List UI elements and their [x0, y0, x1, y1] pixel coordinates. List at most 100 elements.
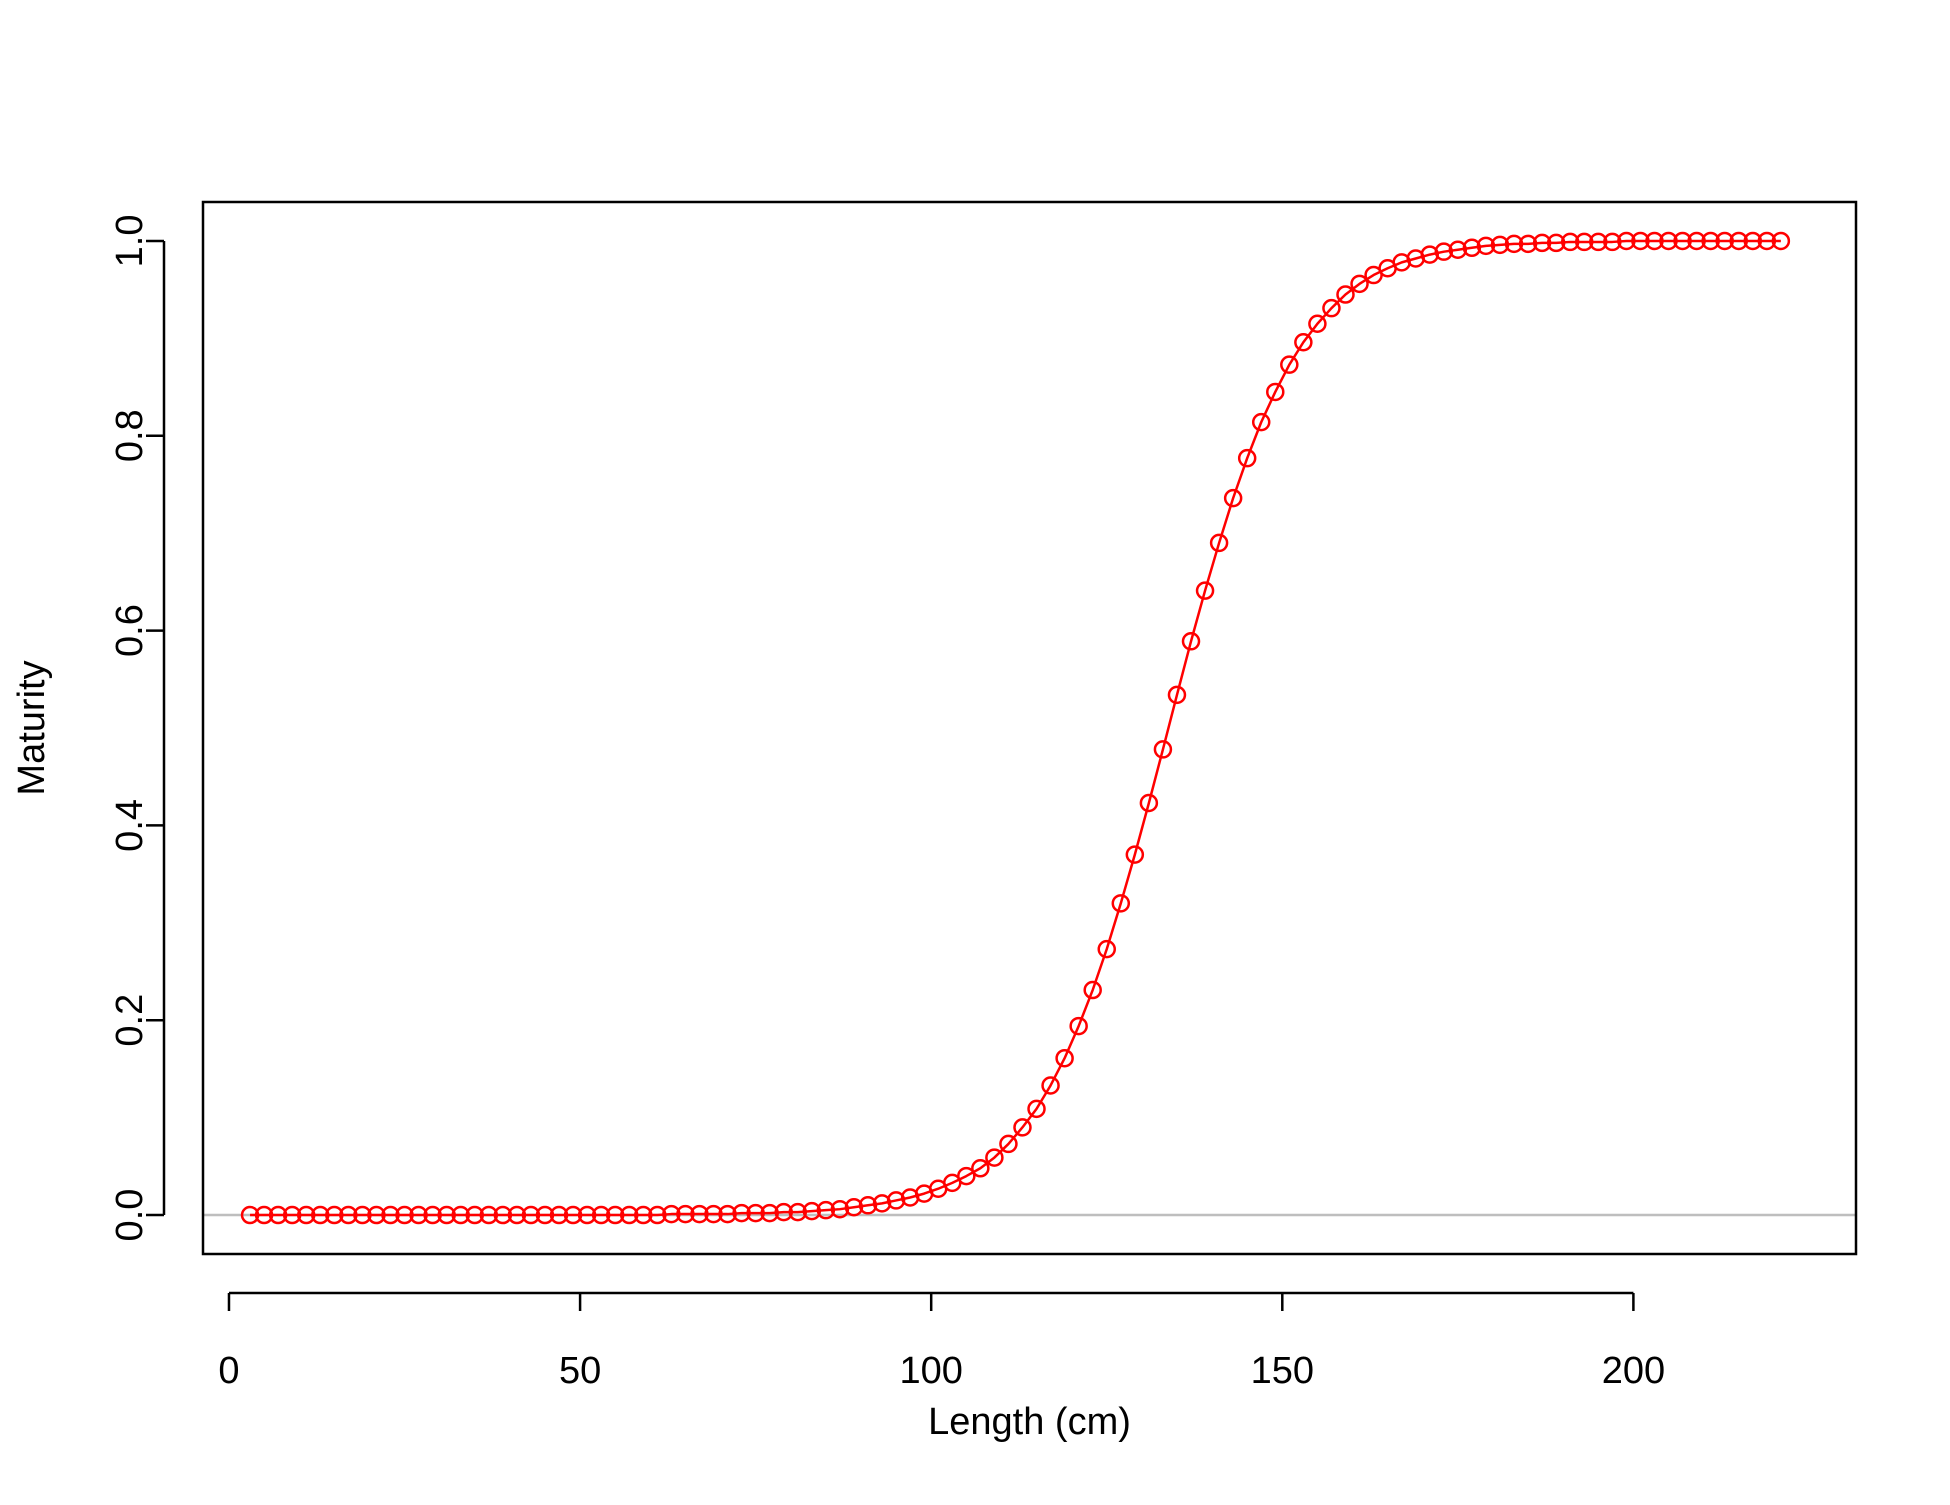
data-point	[1771, 231, 1791, 251]
data-point	[1111, 894, 1131, 913]
data-point	[521, 1205, 541, 1225]
data-point	[844, 1197, 864, 1217]
data-point	[1589, 232, 1608, 252]
data-point	[1743, 231, 1763, 251]
data-point	[760, 1203, 779, 1223]
data-point	[718, 1204, 737, 1224]
data-point	[535, 1205, 555, 1225]
data-point	[339, 1205, 358, 1225]
data-point	[1659, 231, 1678, 251]
data-point	[1294, 333, 1313, 352]
data-point	[296, 1205, 316, 1225]
x-axis-label: Length (cm)	[928, 1401, 1131, 1443]
data-point	[1603, 232, 1622, 252]
data-point	[1027, 1099, 1046, 1119]
data-point	[802, 1201, 822, 1221]
data-point	[1350, 274, 1369, 294]
data-point	[1251, 412, 1271, 432]
data-point	[409, 1205, 428, 1225]
data-point	[451, 1205, 470, 1225]
data-point	[872, 1194, 892, 1213]
data-point	[1420, 245, 1440, 264]
data-point	[493, 1205, 513, 1225]
x-tick-label: 150	[1251, 1350, 1314, 1392]
data-point	[1181, 632, 1201, 651]
data-point	[367, 1205, 386, 1225]
data-point	[325, 1205, 344, 1225]
y-axis-label: Maturity	[11, 660, 53, 795]
data-point	[1195, 581, 1215, 600]
data-point	[1631, 231, 1650, 251]
data-point	[1673, 231, 1692, 251]
data-point	[353, 1205, 372, 1225]
data-point	[662, 1204, 681, 1224]
data-point	[957, 1166, 976, 1186]
data-point	[395, 1205, 414, 1225]
data-point	[648, 1205, 667, 1225]
data-point	[619, 1205, 639, 1225]
data-point	[1097, 939, 1116, 959]
data-point	[1687, 231, 1706, 251]
data-point	[788, 1202, 808, 1222]
data-point	[1504, 234, 1524, 254]
data-point	[1462, 238, 1482, 258]
x-tick-label: 0	[218, 1350, 239, 1392]
plot-frame	[201, 200, 1858, 1256]
x-tick-label: 50	[559, 1350, 601, 1392]
data-point	[1560, 232, 1580, 252]
data-point	[1336, 285, 1355, 304]
data-point	[1434, 242, 1454, 261]
data-point	[634, 1205, 653, 1225]
data-point	[1476, 236, 1496, 256]
data-point	[1083, 980, 1102, 1000]
data-point	[704, 1204, 723, 1224]
data-point	[282, 1205, 302, 1225]
y-tick-label: 0.4	[109, 799, 151, 852]
data-point	[690, 1204, 709, 1224]
data-point	[816, 1200, 836, 1220]
data-point	[1308, 314, 1327, 334]
data-point	[1013, 1118, 1032, 1137]
data-point	[1209, 533, 1229, 553]
data-point	[1729, 231, 1748, 251]
x-tick-label: 100	[899, 1350, 962, 1392]
data-point	[605, 1205, 625, 1225]
data-point	[1546, 233, 1566, 253]
data-point	[1139, 793, 1159, 813]
data-point	[591, 1205, 611, 1225]
data-point	[985, 1148, 1004, 1167]
data-point	[1237, 448, 1257, 468]
data-point	[268, 1205, 288, 1225]
x-tick-label: 200	[1602, 1350, 1665, 1392]
data-point	[1490, 235, 1510, 255]
data-point	[858, 1196, 878, 1215]
data-point	[1448, 240, 1468, 259]
data-point	[1322, 298, 1341, 318]
data-point	[1280, 355, 1299, 374]
data-point	[381, 1205, 400, 1225]
data-point	[746, 1203, 765, 1223]
y-tick-label: 0.6	[109, 604, 151, 657]
data-point	[732, 1203, 751, 1223]
data-point	[549, 1205, 569, 1225]
data-point	[1266, 382, 1285, 402]
data-point	[1167, 685, 1187, 705]
series-line	[250, 239, 1781, 1217]
y-tick-label: 1.0	[109, 215, 151, 268]
data-point	[254, 1205, 274, 1225]
data-point	[563, 1205, 583, 1225]
y-tick-label: 0.2	[109, 994, 151, 1047]
data-point	[971, 1159, 990, 1178]
data-point	[1701, 231, 1720, 251]
data-point	[1574, 232, 1594, 252]
data-point	[1153, 740, 1173, 759]
data-point	[1518, 234, 1538, 254]
data-point	[465, 1205, 485, 1225]
y-tick-label: 0.8	[109, 409, 151, 462]
data-point	[507, 1205, 527, 1225]
data-point	[423, 1205, 442, 1225]
data-point	[1715, 231, 1734, 251]
y-tick-label: 0.0	[109, 1189, 151, 1242]
